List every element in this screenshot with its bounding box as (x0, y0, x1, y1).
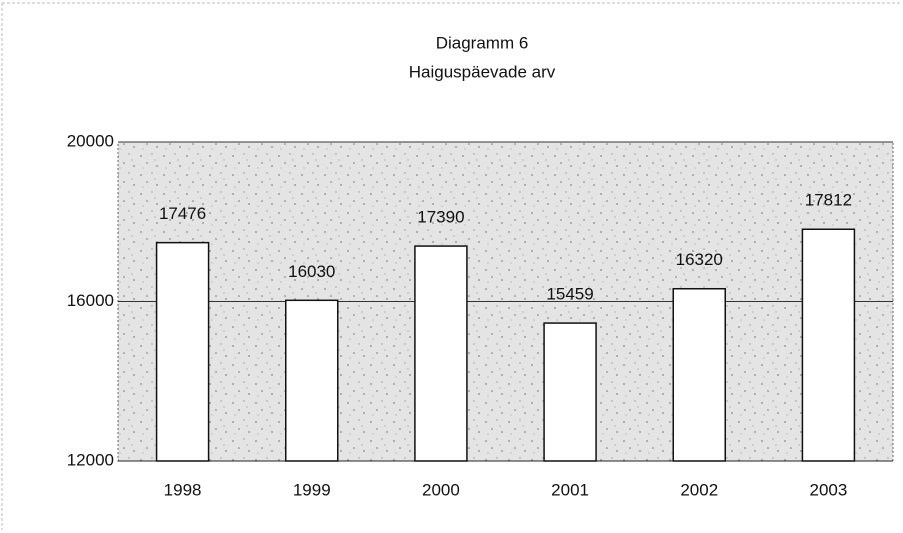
x-tick-label: 2003 (810, 480, 848, 499)
data-label: 17476 (159, 204, 206, 223)
data-label: 16320 (676, 250, 723, 269)
data-label: 15459 (546, 285, 593, 304)
bar (285, 299, 339, 462)
bar (155, 241, 210, 462)
y-tick-label: 16000 (67, 291, 114, 310)
y-tick-label: 20000 (67, 131, 114, 150)
chart-title: Diagramm 6 (436, 33, 529, 52)
bar (414, 245, 468, 462)
x-tick-label: 2001 (551, 480, 589, 499)
x-tick-label: 1998 (164, 480, 202, 499)
y-tick-label: 12000 (67, 450, 114, 469)
x-tick-label: 2000 (422, 480, 460, 499)
data-label: 16030 (288, 262, 335, 281)
x-tick-label: 2002 (680, 480, 718, 499)
x-tick-label: 1999 (293, 480, 331, 499)
chart-subtitle: Haiguspäevade arv (409, 62, 556, 81)
data-label: 17812 (805, 191, 852, 210)
data-label: 17390 (417, 208, 464, 227)
bar (543, 322, 597, 462)
bar (801, 228, 856, 462)
bar (672, 287, 726, 462)
